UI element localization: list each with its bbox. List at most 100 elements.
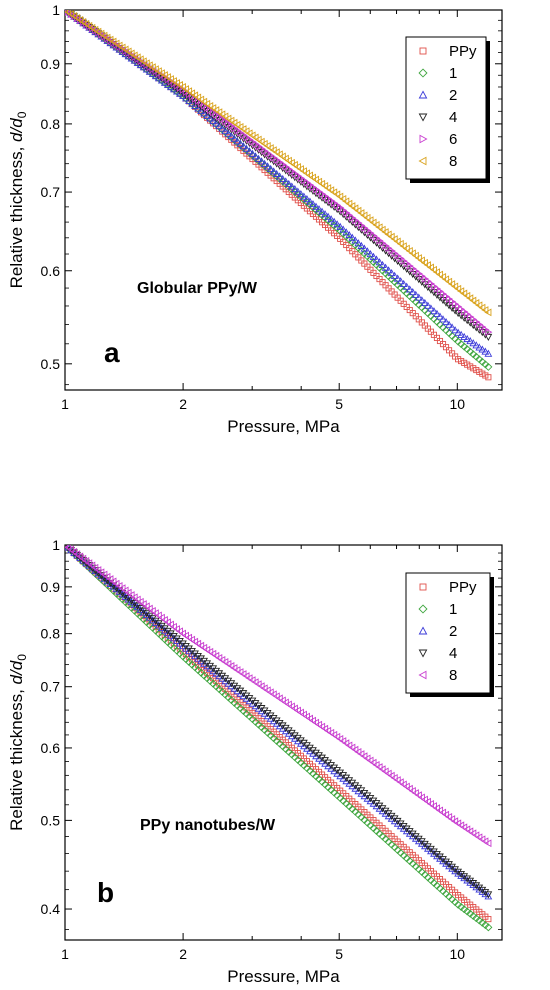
data-point: [212, 106, 220, 114]
data-point: [187, 89, 196, 98]
data-point: [342, 197, 350, 206]
data-point: [463, 876, 472, 884]
data-point: [130, 56, 139, 64]
data-point: [172, 625, 180, 633]
data-point: [154, 611, 162, 620]
data-point: [321, 181, 329, 190]
data-point: [360, 244, 369, 252]
data-point: [444, 812, 453, 821]
data-point: [399, 242, 407, 251]
data-point: [190, 91, 199, 100]
data-point: [372, 760, 380, 769]
data-point: [405, 784, 413, 793]
data-point: [454, 869, 463, 877]
data-point: [324, 212, 332, 220]
legend-marker: [418, 604, 428, 614]
data-point: [200, 643, 208, 652]
data-point: [457, 287, 465, 295]
data-point: [432, 804, 441, 813]
data-point: [375, 258, 384, 266]
data-point: [357, 750, 365, 758]
data-point: [342, 739, 350, 748]
data-point: [127, 54, 136, 62]
data-point: [381, 767, 389, 776]
data-point: [324, 726, 332, 735]
y-tick-label: 0.6: [41, 740, 61, 756]
data-point: [427, 304, 435, 312]
data-point: [73, 550, 81, 558]
data-point: [336, 222, 345, 230]
data-point: [130, 600, 139, 608]
data-point: [103, 572, 111, 581]
data-point: [184, 633, 193, 642]
data-point: [194, 104, 202, 112]
y-tick-label: 0.6: [41, 263, 61, 279]
legend-marker: [419, 47, 427, 55]
x-axis-title: Pressure, MPa: [227, 967, 340, 986]
data-point: [454, 819, 462, 828]
data-point: [311, 718, 320, 727]
data-point: [154, 621, 163, 629]
data-point: [405, 246, 413, 255]
data-point: [469, 339, 478, 347]
data-point: [432, 268, 441, 277]
data-point: [384, 266, 393, 274]
data-point: [82, 557, 90, 565]
data-point: [236, 123, 244, 131]
data-point: [239, 142, 248, 150]
data-point: [191, 101, 199, 109]
data-point: [97, 568, 105, 577]
data-point: [457, 330, 466, 338]
data-point: [133, 603, 142, 611]
data-point: [378, 765, 386, 774]
data-point: [251, 678, 259, 686]
data-point: [70, 547, 78, 556]
data-point: [296, 165, 304, 173]
data-point: [408, 786, 416, 795]
data-point: [175, 627, 183, 636]
data-point: [206, 101, 214, 110]
data-point: [481, 347, 490, 355]
data-point: [212, 119, 221, 127]
data-point: [187, 635, 196, 644]
data-point: [463, 334, 472, 343]
y-tick-label: 0.9: [41, 56, 61, 72]
data-point: [463, 907, 472, 916]
data-point: [411, 251, 419, 260]
data-point: [66, 545, 75, 554]
data-point: [112, 579, 120, 588]
chart-panel-a: 1 2 5 10 0.5 0.6 0.7 0.8 0.9 1 Pressure, MPa Relati…: [7, 2, 503, 436]
data-point: [65, 545, 72, 552]
data-point: [290, 160, 298, 169]
data-point: [197, 95, 205, 104]
legend-marker: [418, 156, 427, 166]
data-point: [369, 252, 378, 260]
data-point: [396, 277, 405, 285]
data-point: [351, 236, 360, 244]
data-point: [278, 696, 286, 705]
y-tick-label: 0.7: [41, 679, 61, 695]
data-point: [302, 169, 310, 178]
data-point: [242, 144, 251, 152]
data-point: [106, 575, 114, 583]
data-point: [451, 282, 459, 291]
data-point: [423, 797, 431, 806]
x-tick-label: 2: [179, 946, 187, 962]
data-point: [248, 131, 256, 140]
data-point: [272, 692, 280, 701]
legend-marker: [418, 68, 428, 78]
data-point: [260, 159, 269, 167]
data-point: [478, 887, 487, 895]
data-point: [314, 177, 323, 186]
data-point: [218, 110, 226, 119]
data-point: [345, 230, 354, 239]
data-point: [221, 112, 229, 121]
data-point: [360, 211, 368, 220]
data-point: [339, 225, 348, 233]
data-point: [414, 791, 422, 800]
data-point: [423, 261, 431, 269]
data-point: [278, 174, 287, 182]
data-point: [433, 852, 441, 860]
data-point: [448, 864, 456, 872]
data-point: [215, 653, 223, 662]
